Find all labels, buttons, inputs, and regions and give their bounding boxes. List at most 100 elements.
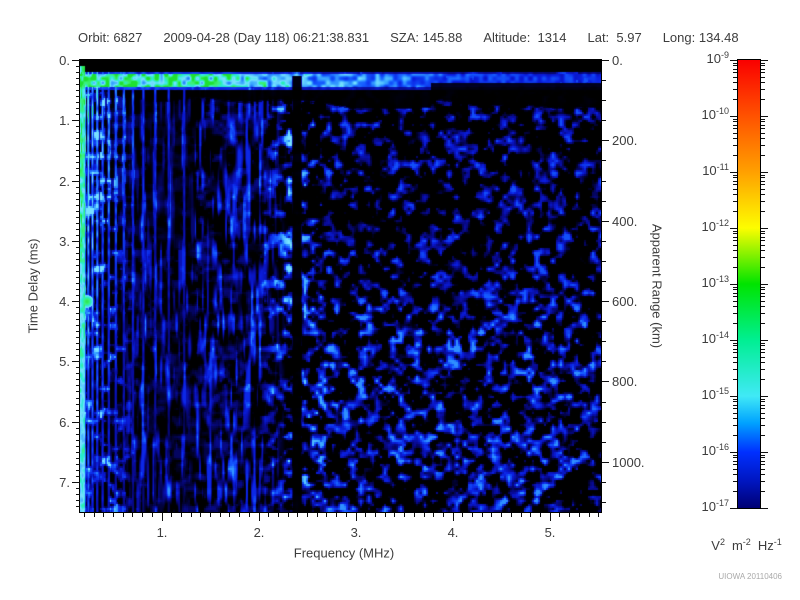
x-axis-minor-tick — [317, 513, 318, 517]
colorbar-tick-label: 10-10 — [701, 106, 729, 122]
colorbar-minor-tick — [761, 491, 765, 492]
colorbar-minor-tick — [733, 257, 737, 258]
colorbar-minor-tick — [733, 343, 737, 344]
colorbar-minor-tick — [761, 181, 765, 182]
colorbar-minor-tick — [733, 63, 737, 64]
y2-axis-major-tick — [602, 381, 609, 382]
y2-axis-tick-label: 1000. — [612, 455, 645, 470]
colorbar-major-tick — [761, 116, 768, 117]
colorbar-minor-tick — [733, 481, 737, 482]
colorbar-minor-tick — [733, 181, 737, 182]
y-axis-minor-tick — [76, 187, 80, 188]
colorbar-minor-tick — [761, 177, 765, 178]
x-axis-minor-tick — [462, 513, 463, 517]
colorbar-minor-tick — [733, 65, 737, 66]
x-axis-major-tick — [356, 513, 357, 521]
y-axis-minor-tick — [76, 404, 80, 405]
colorbar-minor-tick — [733, 211, 737, 212]
header-segment: Lat: 5.97 — [587, 30, 642, 45]
x-axis-minor-tick — [278, 513, 279, 517]
y2-axis-minor-tick — [602, 442, 606, 443]
y2-axis-minor-tick — [602, 402, 606, 403]
x-axis-minor-tick — [229, 513, 230, 517]
colorbar-minor-tick — [761, 245, 765, 246]
colorbar-minor-tick — [761, 121, 765, 122]
y2-axis-minor-tick — [602, 482, 606, 483]
colorbar-major-tick — [730, 284, 737, 285]
colorbar-minor-tick — [733, 267, 737, 268]
colorbar-minor-tick — [761, 119, 765, 120]
y-axis-minor-tick — [76, 343, 80, 344]
x-axis-minor-tick — [521, 513, 522, 517]
y-axis-minor-tick — [76, 150, 80, 151]
y-axis-minor-tick — [76, 307, 80, 308]
colorbar-minor-tick — [733, 345, 737, 346]
y-axis-minor-tick — [76, 470, 80, 471]
x-axis-minor-tick — [598, 513, 599, 517]
colorbar-tick-label: 10-12 — [701, 218, 729, 234]
y-axis-minor-tick — [76, 223, 80, 224]
colorbar-minor-tick — [733, 461, 737, 462]
colorbar-minor-tick — [733, 379, 737, 380]
y-axis-minor-tick — [76, 102, 80, 103]
colorbar-minor-tick — [733, 306, 737, 307]
y-axis-major-tick — [72, 60, 80, 61]
y-axis-minor-tick — [76, 367, 80, 368]
y-axis-minor-tick — [76, 90, 80, 91]
units-base: m — [731, 538, 743, 553]
y-axis-minor-tick — [76, 211, 80, 212]
colorbar-minor-tick — [733, 233, 737, 234]
colorbar-minor-tick — [761, 63, 765, 64]
x-axis-minor-tick — [385, 513, 386, 517]
y2-axis-minor-tick — [602, 160, 606, 161]
colorbar-minor-tick — [733, 69, 737, 70]
y-right-axis-title: Apparent Range (km) — [649, 223, 665, 349]
colorbar-tick-label: 10-11 — [702, 162, 729, 178]
y-left-axis-title: Time Delay (ms) — [25, 238, 41, 334]
colorbar-minor-tick — [761, 155, 765, 156]
y-axis-minor-tick — [76, 229, 80, 230]
y-axis-tick-label: 0. — [59, 53, 70, 68]
y-axis-major-tick — [72, 120, 80, 121]
colorbar-minor-tick — [733, 435, 737, 436]
y2-axis-minor-tick — [602, 80, 606, 81]
y-axis-major-tick — [72, 181, 80, 182]
y-axis-minor-tick — [76, 132, 80, 133]
colorbar-minor-tick — [761, 313, 765, 314]
colorbar-minor-tick — [761, 343, 765, 344]
y-axis-minor-tick — [76, 168, 80, 169]
y-axis-major-tick — [72, 301, 80, 302]
colorbar-tick-label: 10-17 — [701, 498, 729, 514]
colorbar-minor-tick — [733, 413, 737, 414]
colorbar-minor-tick — [733, 287, 737, 288]
x-axis-minor-tick — [424, 513, 425, 517]
colorbar-minor-tick — [761, 250, 765, 251]
colorbar-major-tick — [730, 452, 737, 453]
colorbar-minor-tick — [733, 138, 737, 139]
colorbar-major-tick — [730, 60, 737, 61]
colorbar-major-tick — [730, 340, 737, 341]
colorbar-minor-tick — [761, 138, 765, 139]
colorbar-minor-tick — [761, 231, 765, 232]
colorbar-minor-tick — [733, 201, 737, 202]
y2-axis-minor-tick — [602, 281, 606, 282]
y2-axis-minor-tick — [602, 120, 606, 121]
y2-axis-major-tick — [602, 462, 609, 463]
y-axis-minor-tick — [76, 506, 80, 507]
x-axis-minor-tick — [268, 513, 269, 517]
x-axis-minor-tick — [511, 513, 512, 517]
y2-axis-minor-tick — [602, 181, 606, 182]
colorbar-minor-tick — [761, 408, 765, 409]
colorbar-major-tick — [761, 340, 768, 341]
y-axis-minor-tick — [76, 337, 80, 338]
y-axis-minor-tick — [76, 446, 80, 447]
y-axis-minor-tick — [76, 156, 80, 157]
x-axis-tick-label: 2. — [253, 525, 265, 540]
y-axis-minor-tick — [76, 283, 80, 284]
x-axis-minor-tick — [433, 513, 434, 517]
y-axis-minor-tick — [76, 78, 80, 79]
x-axis-minor-tick — [152, 513, 153, 517]
y2-axis-major-tick — [602, 221, 609, 222]
colorbar-minor-tick — [761, 399, 765, 400]
